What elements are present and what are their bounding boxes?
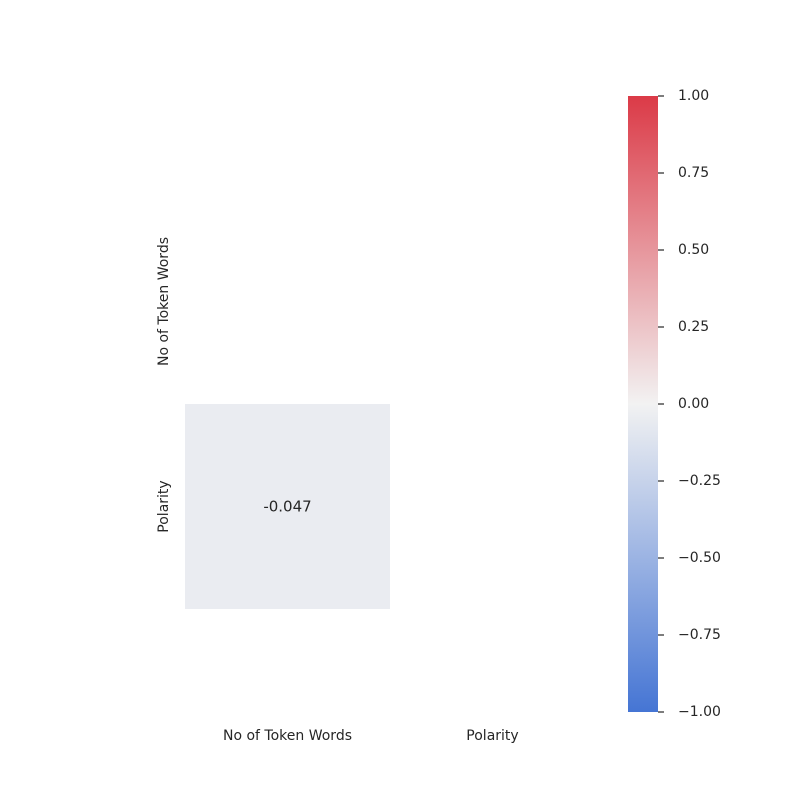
heatmap-cell (185, 404, 390, 609)
colorbar-gradient (628, 96, 658, 712)
colorbar-tick-label: −0.50 (678, 550, 721, 566)
heatmap-cell-label: -0.047 (263, 498, 311, 516)
colorbar-tick-label: 1.00 (678, 88, 709, 104)
colorbar-ticks: 1.00 0.75 0.50 0.25 0.00 −0.25 −0.50 −0.75 −1.00 (658, 88, 721, 720)
column-tick-label: Polarity (466, 728, 518, 744)
colorbar-tick-label: 0.00 (678, 396, 709, 412)
column-tick-label: No of Token Words (223, 728, 352, 744)
colorbar-tick-label: −0.75 (678, 627, 721, 643)
row-tick-label: Polarity (156, 480, 172, 532)
row-labels: No of Token Words Polarity (156, 237, 172, 533)
colorbar-tick-label: −1.00 (678, 704, 721, 720)
heatmap-cells: -0.047 (185, 404, 390, 609)
column-labels: No of Token Words Polarity (223, 728, 519, 744)
colorbar-tick-label: 0.25 (678, 319, 709, 335)
colorbar-tick-label: 0.75 (678, 165, 709, 181)
colorbar-tick-label: −0.25 (678, 473, 721, 489)
colorbar: 1.00 0.75 0.50 0.25 0.00 −0.25 −0.50 −0.75 −1.00 (628, 88, 721, 720)
colorbar-tick-label: 0.50 (678, 242, 709, 258)
row-tick-label: No of Token Words (156, 237, 172, 366)
